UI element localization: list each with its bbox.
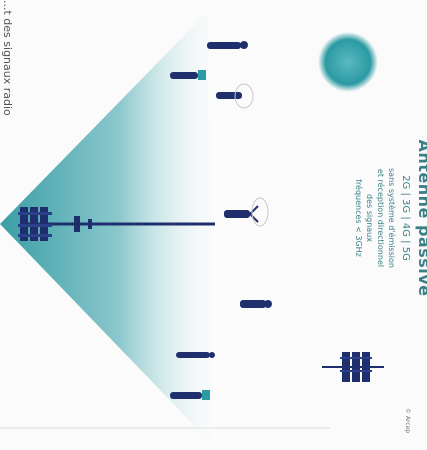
person-icon [176, 352, 215, 358]
caption-title: Antenne passive [415, 139, 427, 297]
credit-text: © Arcep [404, 408, 411, 434]
person-icon [207, 41, 248, 49]
signal-zone-icon [0, 4, 218, 450]
caption-technologies: 2G | 3G | 4G | 5G [400, 175, 411, 261]
coverage-blob-icon [318, 32, 378, 92]
legend-caption: Antenne passive 2G | 3G | 4G | 5G sans s… [316, 118, 427, 318]
person-icon [170, 390, 210, 400]
antenna-legend-icon [322, 352, 384, 382]
person-icon [240, 300, 272, 308]
person-icon [216, 83, 254, 109]
caption-description: sans système d'émission et réception dir… [354, 168, 396, 268]
image-credit: © Arcep [403, 408, 417, 450]
antenna-icon [18, 207, 215, 241]
person-icon [224, 197, 269, 227]
person-icon [170, 70, 206, 80]
